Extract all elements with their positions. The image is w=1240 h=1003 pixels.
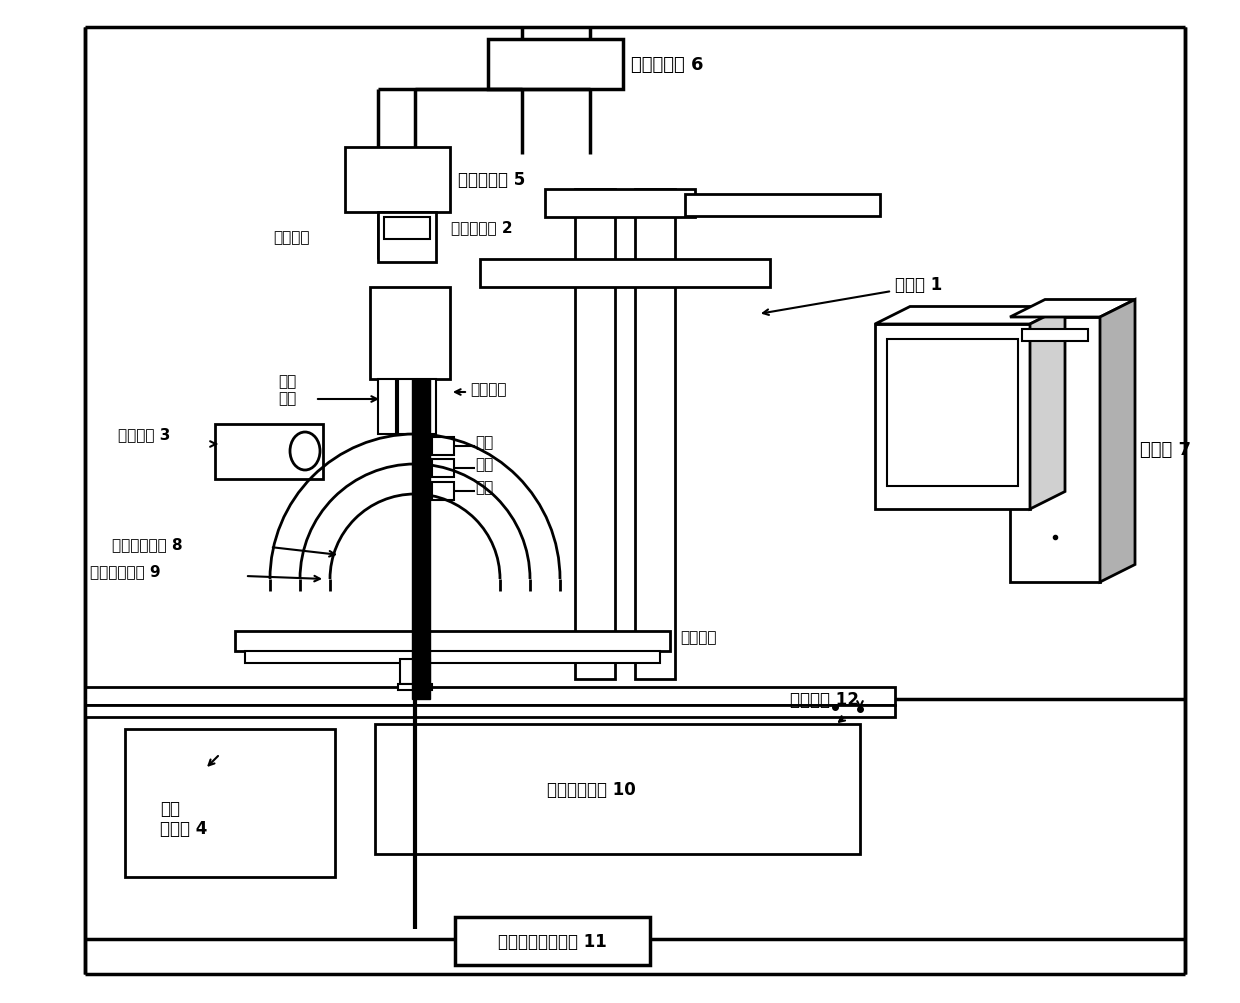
Bar (370, 288, 450, 379)
Bar (418, 379, 436, 434)
Bar (1022, 330, 1087, 342)
Text: 对轴控制模块 8: 对轴控制模块 8 (112, 537, 182, 552)
Bar (684, 195, 880, 217)
Text: 显微镜 1: 显微镜 1 (895, 276, 942, 294)
Text: 显微物镜: 显微物镜 (470, 382, 506, 397)
Bar (378, 379, 396, 434)
Text: 十字
载物台 4: 十字 载物台 4 (160, 798, 207, 838)
Text: 压脚: 压脚 (475, 435, 494, 450)
Bar (374, 724, 861, 855)
Bar (345, 147, 450, 213)
Bar (1011, 318, 1100, 583)
Text: 同心轴承: 同心轴承 (680, 630, 717, 645)
Text: 保偏
光纤: 保偏 光纤 (278, 373, 296, 406)
Bar (432, 482, 454, 500)
Bar (215, 424, 322, 479)
Bar (398, 684, 432, 690)
Text: 转动执行机构 10: 转动执行机构 10 (547, 780, 636, 798)
Text: 基准分划板 2: 基准分划板 2 (451, 221, 512, 236)
Polygon shape (1011, 300, 1135, 318)
Bar (432, 459, 454, 477)
Bar (384, 218, 430, 240)
Bar (236, 631, 670, 651)
Bar (401, 659, 430, 684)
Bar (378, 213, 436, 263)
Bar (86, 687, 895, 705)
Bar (412, 379, 430, 699)
Bar (432, 437, 454, 455)
Bar (455, 917, 650, 965)
Polygon shape (1030, 307, 1065, 510)
Polygon shape (1100, 300, 1135, 583)
Bar (398, 379, 415, 434)
Text: 定轴控制模块 9: 定轴控制模块 9 (91, 564, 161, 579)
Text: 稳定平台 12: 稳定平台 12 (790, 690, 859, 708)
Text: 数据采集卡 6: 数据采集卡 6 (631, 56, 703, 74)
Text: 夹具: 夹具 (475, 480, 494, 495)
Text: 照明光源 3: 照明光源 3 (118, 427, 170, 442)
Polygon shape (875, 307, 1065, 325)
Text: 数码摄像机 5: 数码摄像机 5 (458, 171, 526, 189)
Ellipse shape (290, 432, 320, 470)
Bar (635, 190, 675, 679)
Bar (86, 705, 895, 717)
Text: 显微目镜: 显微目镜 (273, 231, 310, 246)
Bar (875, 325, 1030, 510)
Text: 夹具: 夹具 (475, 457, 494, 472)
Bar (575, 190, 615, 679)
Bar (480, 260, 770, 288)
Bar (489, 40, 622, 90)
Text: 对轴反馈控制模块 11: 对轴反馈控制模块 11 (497, 932, 606, 950)
Bar (246, 651, 660, 663)
Text: 计算机 7: 计算机 7 (1140, 440, 1190, 458)
Bar (546, 190, 694, 218)
Bar (125, 729, 335, 878)
Bar (887, 340, 1018, 486)
